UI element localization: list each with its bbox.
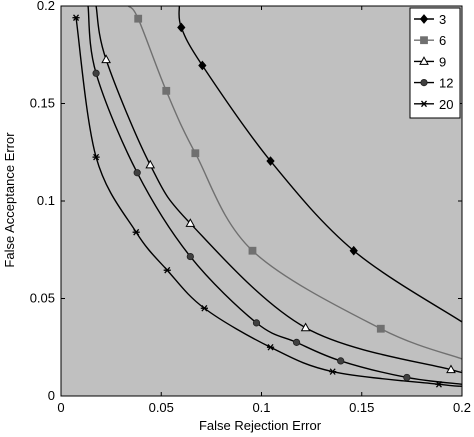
data-point-20 <box>329 368 337 375</box>
data-point-12 <box>252 319 261 327</box>
star-stroke <box>93 153 100 161</box>
star-stroke <box>420 100 428 108</box>
data-point-9 <box>145 159 156 169</box>
data-point-12 <box>292 338 301 346</box>
data-point-20 <box>435 380 443 388</box>
star-stroke <box>164 266 171 274</box>
x-tick-label: 0.2 <box>453 400 471 415</box>
data-point-3 <box>177 22 186 33</box>
data-point-20 <box>72 14 80 22</box>
star-stroke <box>201 304 208 312</box>
legend-label-20: 20 <box>439 97 453 112</box>
star-stroke <box>435 380 442 388</box>
star-stroke <box>73 14 80 22</box>
data-point-9 <box>446 364 456 374</box>
plot-area: 0 0.05 0.1 0.15 0.2 0 0.05 0.1 0.15 0.2 <box>30 0 471 415</box>
legend-label-12: 12 <box>439 76 453 91</box>
star-stroke <box>133 228 140 236</box>
x-tick-label: 0 <box>57 400 64 415</box>
legend-box <box>409 7 461 119</box>
data-point-20 <box>266 343 275 351</box>
x-tick-label: 0.1 <box>252 400 270 415</box>
legend-marker-6 <box>420 36 428 45</box>
data-point-12 <box>337 357 345 365</box>
data-point-12 <box>92 69 100 77</box>
data-point-12 <box>186 252 194 261</box>
data-point-12 <box>133 169 141 177</box>
y-tick-label: 0.15 <box>30 96 55 111</box>
y-tick-label: 0.1 <box>37 193 55 208</box>
data-point-3 <box>198 60 207 71</box>
data-point-6 <box>376 324 385 333</box>
legend-label-6: 6 <box>439 33 446 48</box>
star-stroke <box>329 368 336 375</box>
legend-marker-9 <box>419 56 429 65</box>
x-tick-label: 0.05 <box>149 400 174 415</box>
x-tick-label: 0.15 <box>349 400 374 415</box>
legend-label-9: 9 <box>439 54 446 69</box>
legend-marker-3 <box>419 14 429 24</box>
data-point-3 <box>266 156 275 166</box>
data-point-6 <box>134 14 143 23</box>
series-line-9 <box>95 6 462 374</box>
series-line-12 <box>87 6 462 385</box>
legend-label-3: 3 <box>439 12 446 27</box>
y-tick-label: 0 <box>48 388 55 403</box>
plot-background <box>61 6 462 396</box>
data-point-9 <box>101 54 111 64</box>
data-point-6 <box>162 86 171 95</box>
data-point-3 <box>349 245 358 256</box>
data-point-6 <box>191 149 200 158</box>
x-axis-label: False Rejection Error <box>199 418 322 433</box>
legend-marker-12 <box>420 79 428 87</box>
series-layer <box>72 6 462 388</box>
data-point-6 <box>248 246 257 255</box>
star-stroke <box>267 343 274 351</box>
legend: 3 6 9 12 20 <box>409 7 461 119</box>
data-point-20 <box>163 266 171 274</box>
legend-marker-20 <box>420 100 428 108</box>
data-point-20 <box>132 228 140 236</box>
data-point-12 <box>403 373 411 382</box>
plot-frame <box>60 5 463 397</box>
data-point-20 <box>200 304 208 312</box>
y-tick-label: 0.2 <box>37 0 55 13</box>
y-axis-label: False Acceptance Error <box>2 132 17 268</box>
data-point-20 <box>92 153 100 161</box>
y-tick-label: 0.05 <box>30 291 55 306</box>
data-point-9 <box>300 322 311 332</box>
data-point-9 <box>185 218 196 227</box>
